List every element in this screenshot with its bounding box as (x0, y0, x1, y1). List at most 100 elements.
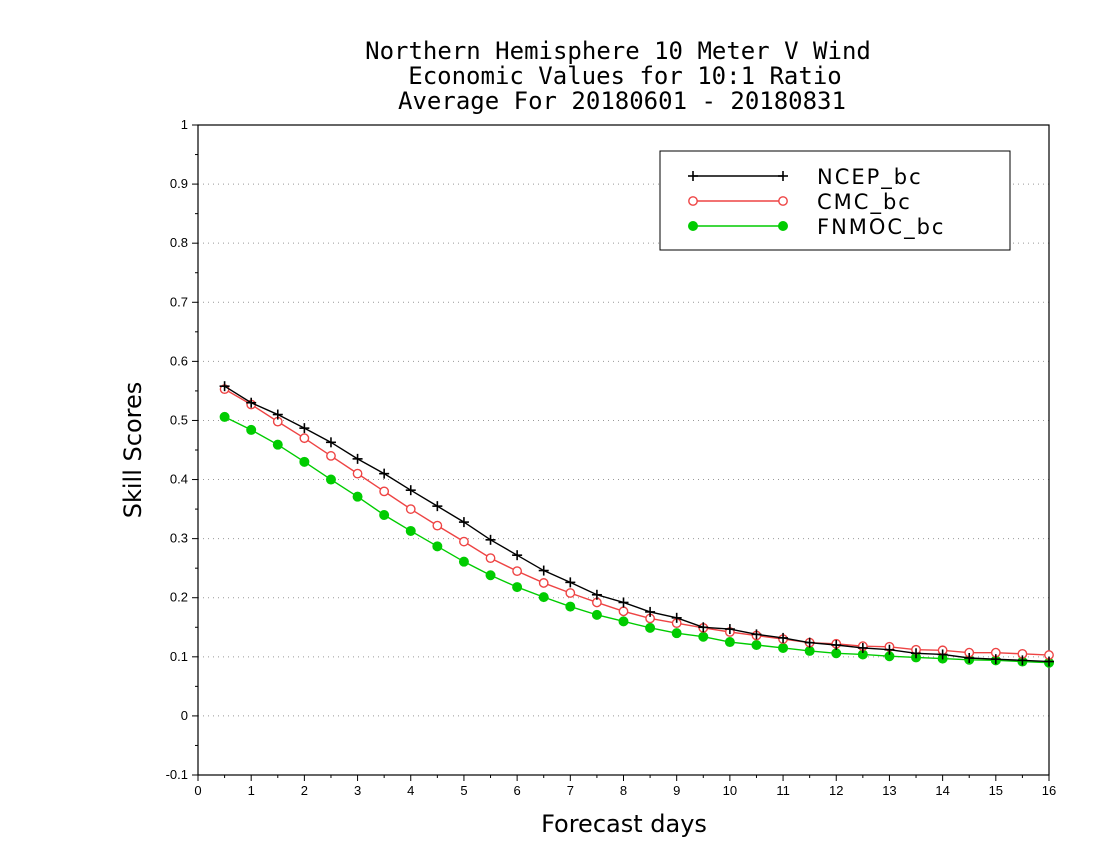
legend-label: NCEP_bc (817, 165, 923, 190)
data-point-ncep-bc (432, 501, 443, 512)
data-point-fnmoc-bc (538, 592, 549, 603)
data-point-ncep-bc (299, 423, 310, 434)
data-point-cmc-bc (352, 468, 363, 479)
grid-lines (198, 183, 1049, 717)
legend-entry-ncep-bc: NCEP_bc (688, 165, 923, 190)
data-point-fnmoc-bc (272, 439, 283, 450)
y-tick-label: 0.4 (170, 472, 188, 487)
x-tick-label: 4 (407, 783, 414, 798)
data-point-ncep-bc (591, 589, 602, 600)
series-cmc-bc (219, 384, 1054, 660)
y-tick-label: 0.5 (170, 412, 188, 427)
data-point-fnmoc-bc (804, 645, 815, 656)
data-point-ncep-bc (352, 453, 363, 464)
x-tick-label: 0 (194, 783, 201, 798)
data-point-ncep-bc (565, 577, 576, 588)
data-point-fnmoc-bc (751, 640, 762, 650)
data-point-fnmoc-bc (299, 456, 310, 467)
chart-title: Northern Hemisphere 10 Meter V Wind Econ… (365, 37, 871, 115)
data-point-cmc-bc (326, 451, 336, 461)
data-point-ncep-bc (778, 632, 789, 643)
y-tick-label: 1 (181, 117, 188, 132)
x-tick-label: 5 (460, 783, 467, 798)
data-point-fnmoc-bc (591, 609, 602, 620)
x-tick-label: 12 (829, 783, 843, 798)
data-point-fnmoc-bc (724, 637, 735, 648)
legend-marker-end (778, 221, 788, 231)
data-point-ncep-bc (884, 644, 895, 655)
data-point-cmc-bc (459, 536, 469, 547)
data-point-fnmoc-bc (405, 525, 416, 536)
y-tick-label: 0.2 (170, 590, 188, 605)
data-point-ncep-bc (246, 397, 257, 408)
x-tick-label: 15 (989, 783, 1003, 798)
legend-marker-start (688, 171, 698, 181)
data-point-fnmoc-bc (565, 601, 576, 612)
data-point-fnmoc-bc (778, 642, 789, 653)
x-tick-label: 6 (514, 783, 521, 798)
data-point-ncep-bc (272, 409, 283, 420)
x-tick-label: 13 (882, 783, 896, 798)
data-point-cmc-bc (379, 486, 390, 497)
data-point-fnmoc-bc (246, 424, 257, 435)
data-point-ncep-bc (325, 437, 336, 448)
data-point-fnmoc-bc (831, 648, 842, 659)
data-point-fnmoc-bc (485, 570, 496, 581)
data-point-cmc-bc (565, 588, 576, 598)
data-point-fnmoc-bc (432, 541, 443, 552)
data-point-fnmoc-bc (671, 628, 682, 639)
data-point-fnmoc-bc (379, 510, 390, 520)
data-point-ncep-bc (1017, 655, 1028, 666)
data-point-cmc-bc (299, 433, 310, 444)
data-point-ncep-bc (618, 597, 629, 608)
x-tick-label: 1 (248, 783, 255, 798)
y-tick-label: 0.9 (170, 176, 188, 191)
legend-marker-start (688, 221, 698, 231)
data-point-cmc-bc (618, 606, 629, 617)
chart-title-line-3: Average For 20180601 - 20180831 (398, 87, 846, 115)
x-tick-label: 11 (776, 783, 790, 798)
data-point-ncep-bc (219, 381, 230, 392)
data-series (219, 381, 1054, 668)
x-tick-label: 7 (567, 783, 574, 798)
data-point-ncep-bc (831, 640, 842, 650)
legend-marker-end (778, 196, 788, 206)
x-tick-label: 3 (354, 783, 361, 798)
data-point-ncep-bc (857, 642, 868, 653)
data-point-ncep-bc (458, 517, 469, 528)
x-tick-label: 14 (935, 783, 949, 798)
data-point-fnmoc-bc (325, 474, 336, 485)
data-point-ncep-bc (911, 648, 922, 659)
series-line-cmc-bc (224, 388, 1050, 656)
legend-marker-end (778, 171, 788, 181)
legend-marker-start (688, 196, 698, 206)
data-point-cmc-bc (405, 504, 416, 514)
data-point-ncep-bc (1044, 656, 1054, 667)
data-point-ncep-bc (645, 606, 656, 617)
chart-title-line-2: Economic Values for 10:1 Ratio (408, 62, 841, 90)
series-ncep-bc (219, 381, 1054, 667)
data-point-ncep-bc (937, 649, 948, 660)
y-tick-label: 0.6 (170, 353, 188, 368)
x-tick-label: 9 (673, 783, 680, 798)
data-point-ncep-bc (698, 622, 709, 633)
x-tick-label: 8 (620, 783, 627, 798)
series-line-ncep-bc (224, 385, 1050, 663)
data-point-cmc-bc (485, 553, 496, 564)
y-axis-title: Skill Scores (119, 382, 147, 519)
legend-entry-fnmoc-bc: FNMOC_bc (688, 215, 943, 240)
y-tick-label: 0 (181, 708, 188, 723)
data-point-fnmoc-bc (219, 411, 230, 422)
x-axis-title: Forecast days (541, 810, 707, 838)
y-tick-label: 0.7 (170, 294, 188, 309)
y-tick-label: -0.1 (166, 767, 188, 782)
data-point-ncep-bc (405, 485, 416, 496)
data-point-ncep-bc (751, 629, 762, 640)
data-point-fnmoc-bc (512, 582, 523, 593)
data-point-cmc-bc (512, 566, 523, 577)
data-point-ncep-bc (990, 654, 1001, 665)
data-point-ncep-bc (724, 624, 735, 635)
x-tick-label: 10 (723, 783, 737, 798)
x-tick-label: 16 (1042, 783, 1056, 798)
